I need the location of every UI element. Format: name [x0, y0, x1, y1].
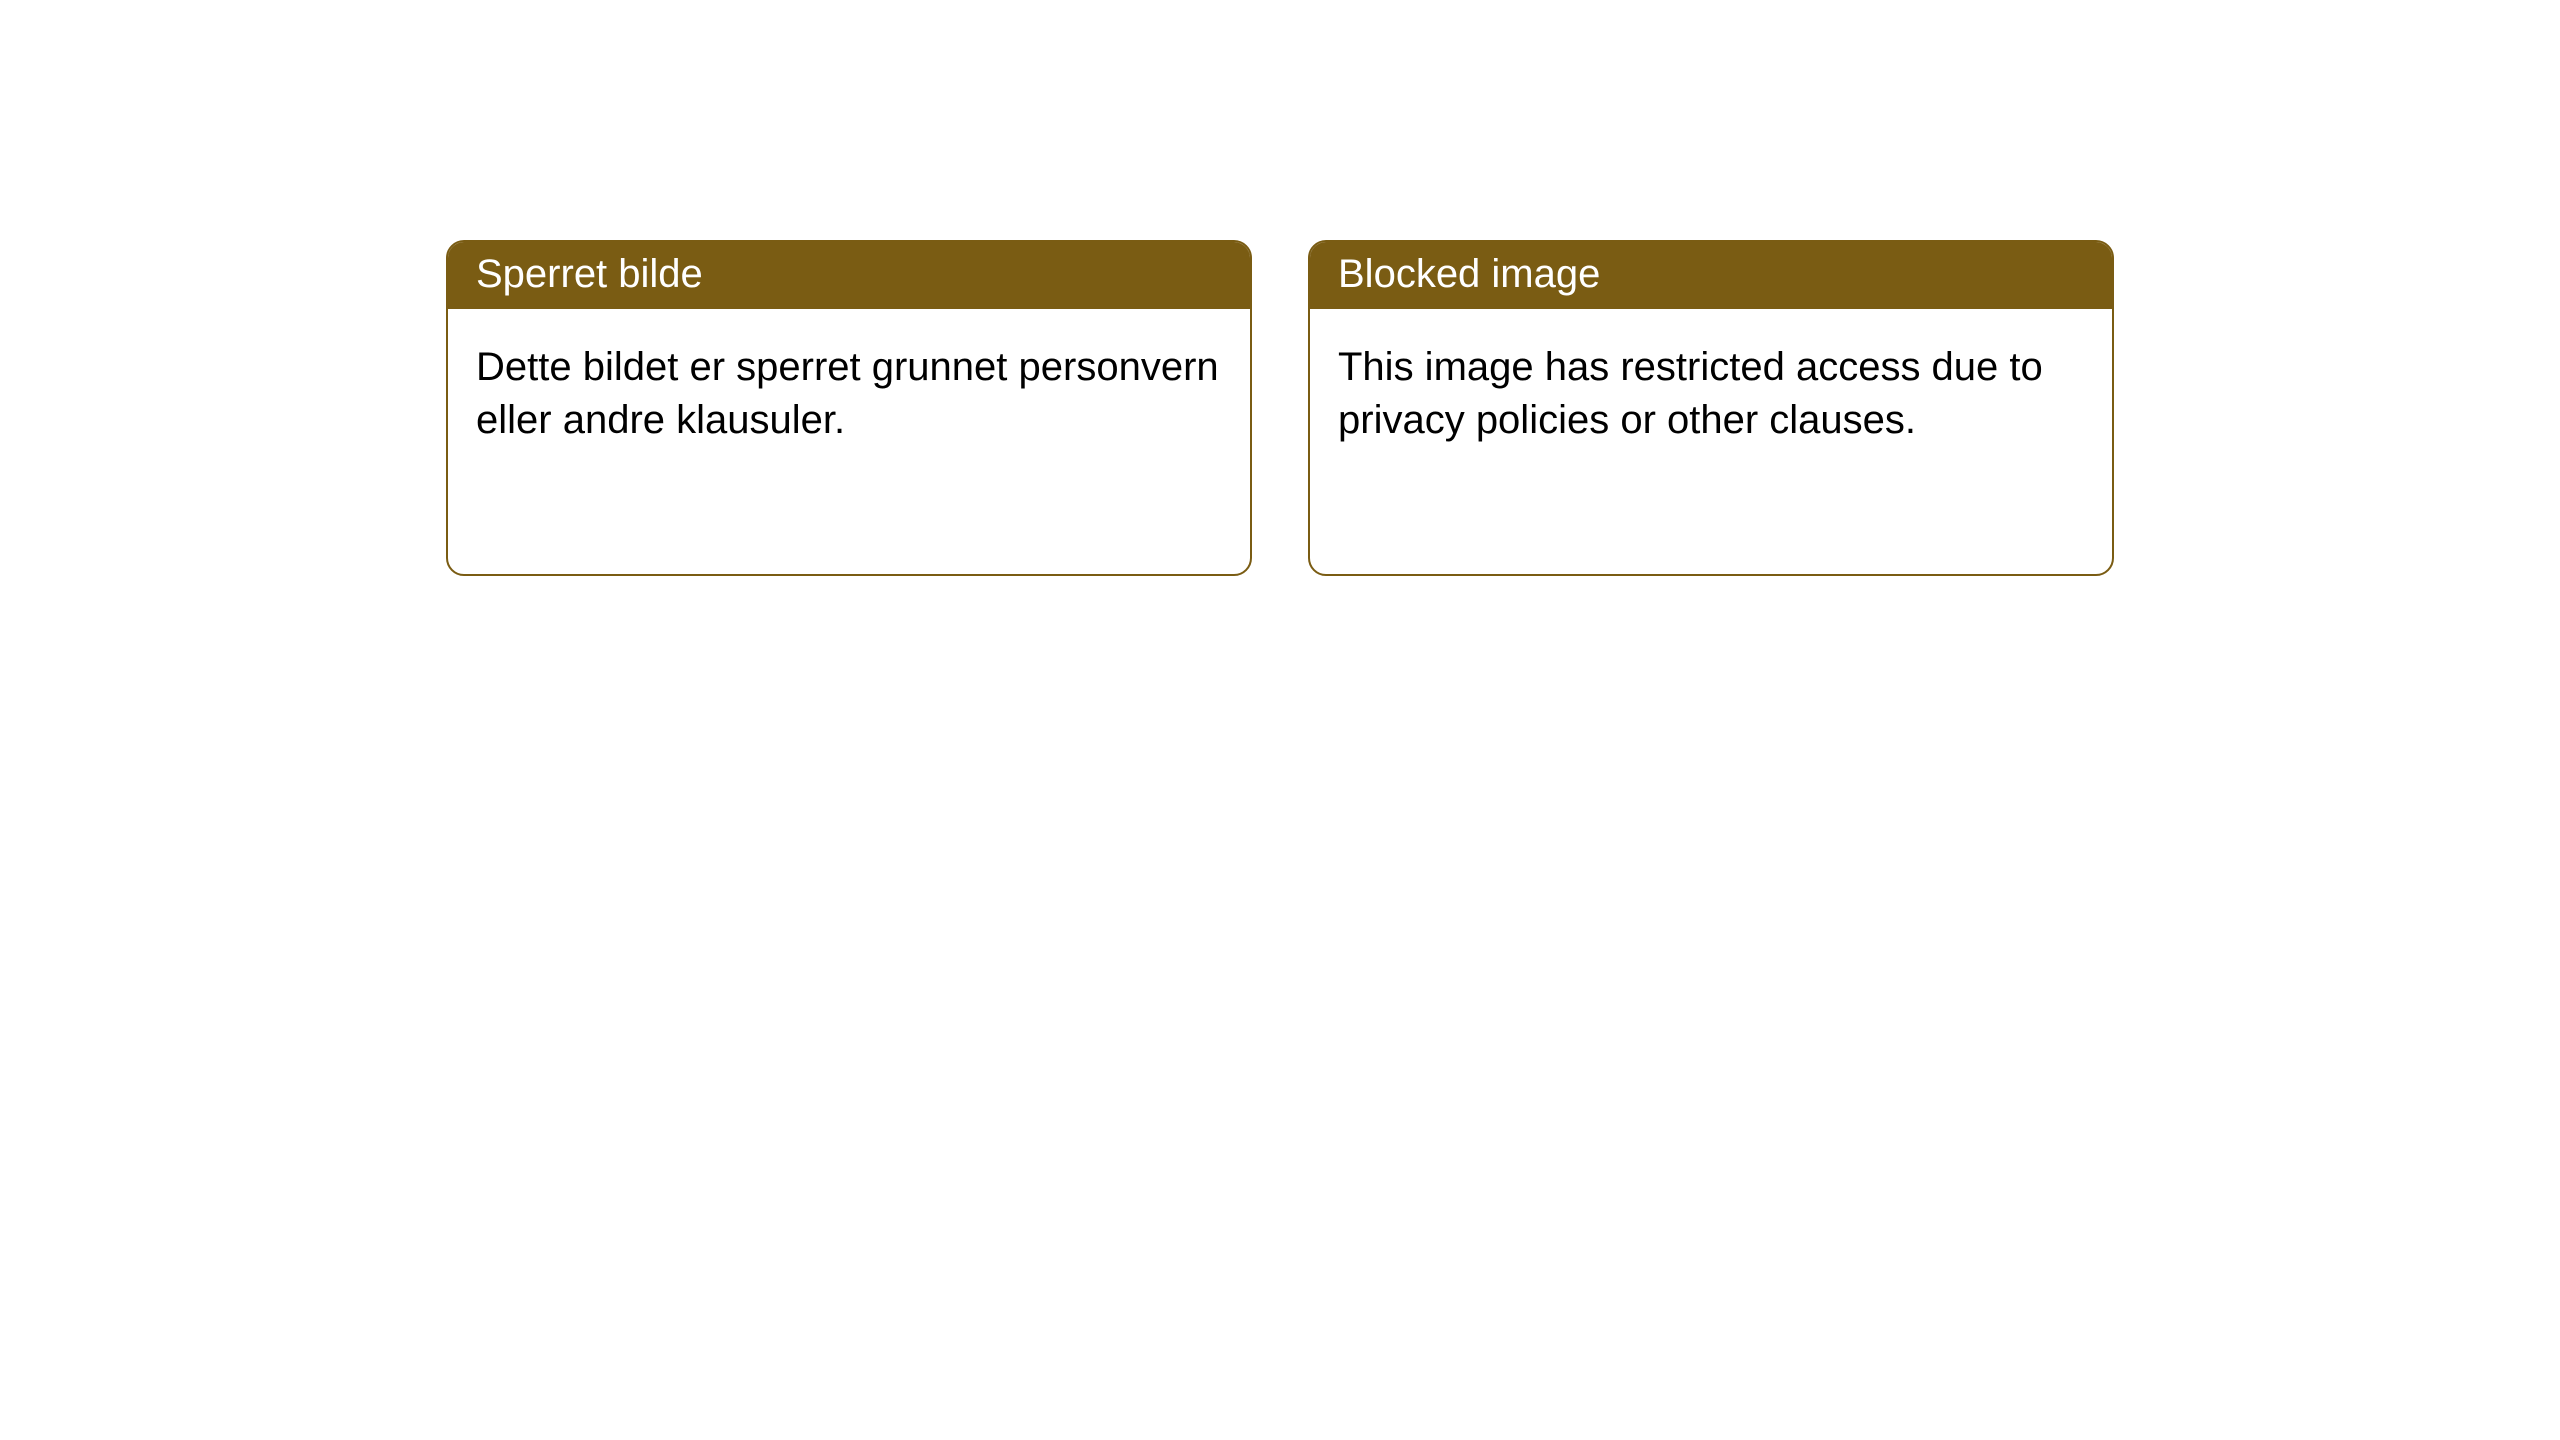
card-body: Dette bildet er sperret grunnet personve…	[448, 309, 1250, 479]
card-header: Blocked image	[1310, 242, 2112, 309]
card-title: Sperret bilde	[476, 252, 703, 296]
notice-card-norwegian: Sperret bilde Dette bildet er sperret gr…	[446, 240, 1252, 576]
card-header: Sperret bilde	[448, 242, 1250, 309]
card-body: This image has restricted access due to …	[1310, 309, 2112, 479]
card-body-text: Dette bildet er sperret grunnet personve…	[476, 345, 1219, 442]
card-body-text: This image has restricted access due to …	[1338, 345, 2043, 442]
notice-card-english: Blocked image This image has restricted …	[1308, 240, 2114, 576]
card-title: Blocked image	[1338, 252, 1600, 296]
notice-cards-container: Sperret bilde Dette bildet er sperret gr…	[446, 240, 2114, 576]
